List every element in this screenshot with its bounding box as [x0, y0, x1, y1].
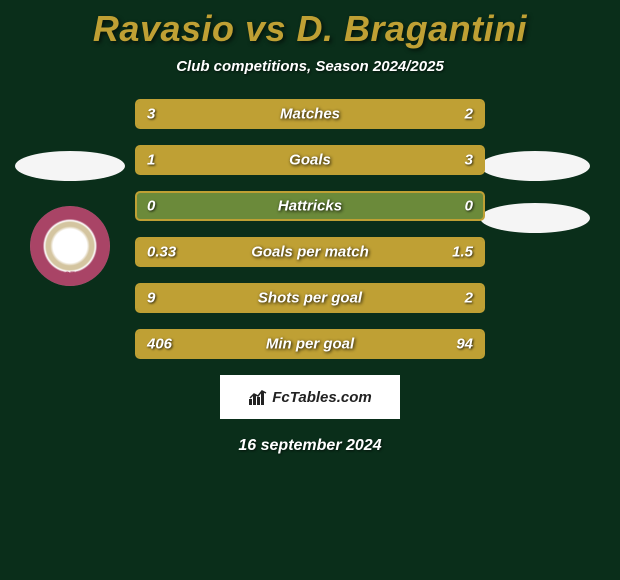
crest-year: 1973 — [60, 270, 80, 280]
ellipse-shadow-right-1 — [480, 151, 590, 181]
player-right-badge — [510, 151, 610, 251]
ellipse-shadow-left — [15, 151, 125, 181]
stats-chart: 1973 32Matches 13Goals 00Hattricks 0.331.5G… — [0, 99, 620, 359]
player-left-badge: 1973 — [10, 151, 110, 251]
snapshot-date: 16 september 2024 — [0, 437, 620, 455]
comparison-subtitle: Club competitions, Season 2024/2025 — [0, 58, 620, 75]
club-crest-left: 1973 — [30, 206, 110, 286]
stat-label: Goals — [137, 152, 483, 169]
stat-label: Min per goal — [137, 336, 483, 353]
footer-brand-badge: FcTables.com — [220, 375, 400, 419]
stat-label: Matches — [137, 106, 483, 123]
comparison-title: Ravasio vs D. Bragantini — [0, 0, 620, 50]
stat-row: 32Matches — [135, 99, 485, 129]
stat-row: 00Hattricks — [135, 191, 485, 221]
stat-row: 13Goals — [135, 145, 485, 175]
stat-row: 92Shots per goal — [135, 283, 485, 313]
stat-row: 0.331.5Goals per match — [135, 237, 485, 267]
stat-label: Hattricks — [137, 198, 483, 215]
ellipse-shadow-right-2 — [480, 203, 590, 233]
stat-bars-container: 32Matches 13Goals 00Hattricks 0.331.5Goals … — [135, 99, 485, 359]
stat-row: 40694Min per goal — [135, 329, 485, 359]
stat-label: Shots per goal — [137, 290, 483, 307]
footer-brand-text: FcTables.com — [272, 389, 371, 406]
chart-icon — [248, 389, 268, 405]
stat-label: Goals per match — [137, 244, 483, 261]
